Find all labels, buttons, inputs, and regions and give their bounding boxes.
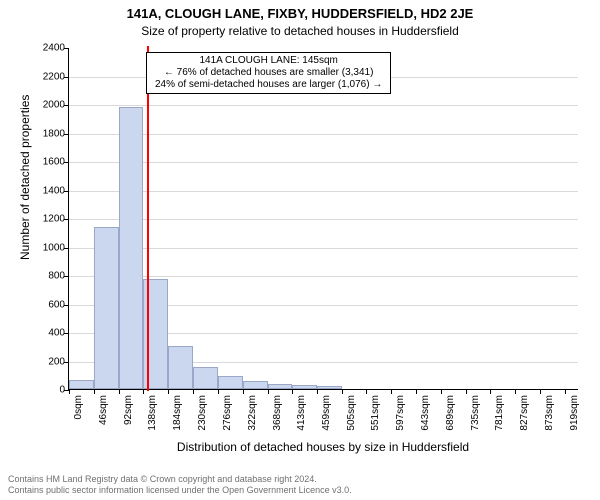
histogram-bar (119, 107, 144, 389)
x-tick (193, 389, 194, 394)
y-tick-label: 600 (48, 299, 69, 310)
reference-line (147, 46, 149, 391)
y-axis-label: Number of detached properties (18, 95, 32, 260)
y-tick-label: 1000 (43, 242, 69, 253)
gridline (69, 105, 578, 106)
x-tick (94, 389, 95, 394)
y-tick-label: 1600 (43, 157, 69, 168)
gridline (69, 162, 578, 163)
page-title: 141A, CLOUGH LANE, FIXBY, HUDDERSFIELD, … (0, 6, 600, 21)
x-tick (416, 389, 417, 394)
histogram-bar (168, 346, 193, 389)
gridline (69, 191, 578, 192)
x-tick (119, 389, 120, 394)
page-subtitle: Size of property relative to detached ho… (0, 24, 600, 38)
x-tick (441, 389, 442, 394)
x-tick (168, 389, 169, 394)
x-tick (565, 389, 566, 394)
x-tick (515, 389, 516, 394)
histogram-bar (268, 384, 292, 389)
gridline (69, 219, 578, 220)
histogram-bar (243, 381, 268, 389)
histogram-bar (292, 385, 317, 389)
gridline (69, 276, 578, 277)
chart-page: 141A, CLOUGH LANE, FIXBY, HUDDERSFIELD, … (0, 0, 600, 500)
y-tick-label: 2000 (43, 100, 69, 111)
plot-area: 0200400600800100012001400160018002000220… (68, 48, 578, 390)
histogram-bar (317, 386, 342, 389)
x-axis-label: Distribution of detached houses by size … (68, 440, 578, 454)
x-tick (243, 389, 244, 394)
y-tick-label: 1400 (43, 185, 69, 196)
annotation-line: 24% of semi-detached houses are larger (… (155, 79, 382, 91)
histogram-bar (69, 380, 94, 389)
x-tick (218, 389, 219, 394)
annotation-box: 141A CLOUGH LANE: 145sqm← 76% of detache… (146, 52, 391, 94)
histogram-bar (94, 227, 119, 389)
x-tick (143, 389, 144, 394)
annotation-line: 141A CLOUGH LANE: 145sqm (155, 55, 382, 67)
x-tick (69, 389, 70, 394)
x-tick (540, 389, 541, 394)
gridline (69, 134, 578, 135)
y-tick-label: 1200 (43, 214, 69, 225)
y-tick-label: 0 (59, 385, 69, 396)
annotation-line: ← 76% of detached houses are smaller (3,… (155, 67, 382, 79)
y-tick-label: 800 (48, 271, 69, 282)
x-tick (366, 389, 367, 394)
x-tick (490, 389, 491, 394)
y-tick-label: 2400 (43, 43, 69, 54)
y-tick-label: 1800 (43, 128, 69, 139)
x-tick (292, 389, 293, 394)
gridline (69, 248, 578, 249)
x-tick (317, 389, 318, 394)
x-tick (268, 389, 269, 394)
histogram-bar (193, 367, 218, 389)
footer-line: Contains HM Land Registry data © Crown c… (8, 474, 352, 485)
histogram-bar (218, 376, 243, 389)
x-tick (466, 389, 467, 394)
y-tick-label: 200 (48, 356, 69, 367)
y-tick-label: 2200 (43, 71, 69, 82)
y-tick-label: 400 (48, 328, 69, 339)
footer-credits: Contains HM Land Registry data © Crown c… (8, 474, 352, 497)
x-tick (391, 389, 392, 394)
x-tick (342, 389, 343, 394)
footer-line: Contains public sector information licen… (8, 485, 352, 496)
